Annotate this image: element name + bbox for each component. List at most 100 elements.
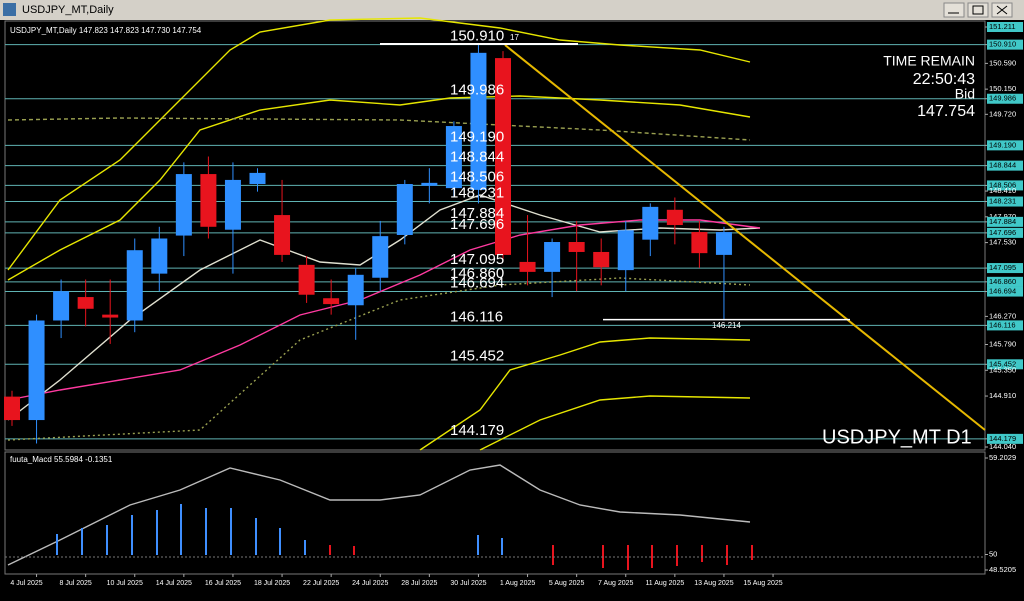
price-tick-label: 147.095 xyxy=(989,263,1016,272)
candle-body xyxy=(274,215,291,255)
candle-body xyxy=(691,232,708,254)
close-glyph xyxy=(996,5,1008,15)
price-tick-label: 146.860 xyxy=(989,277,1016,286)
price-tag xyxy=(987,180,1023,191)
price-tick-label: 144.910 xyxy=(989,391,1016,400)
macd-tick-label: 59.2029 xyxy=(989,453,1016,462)
date-label: 15 Aug 2025 xyxy=(743,580,782,587)
price-tick-label: 145.452 xyxy=(989,359,1016,368)
level-label: 146.860 xyxy=(450,265,504,282)
price-tag xyxy=(987,359,1023,370)
level-label: 147.884 xyxy=(450,205,504,222)
candle-body xyxy=(642,206,659,240)
candle-body xyxy=(4,396,20,421)
price-tick-label: 145.790 xyxy=(989,339,1016,348)
candle-body xyxy=(175,174,192,236)
price-tick-label: 146.270 xyxy=(989,311,1016,320)
macd-tick-label: 50 xyxy=(989,549,997,558)
price-tag xyxy=(987,216,1023,227)
maximize-button[interactable] xyxy=(967,2,989,18)
date-label: 24 Jul 2025 xyxy=(352,580,388,587)
candle-body xyxy=(421,182,438,186)
level-label: 148.506 xyxy=(450,168,504,185)
price-tag xyxy=(987,276,1023,287)
price-tick-label: 150.910 xyxy=(989,40,1016,49)
date-label: 18 Jul 2025 xyxy=(254,580,290,587)
price-tick-label: 144.179 xyxy=(989,434,1016,443)
candle-body xyxy=(519,261,536,272)
candle-body xyxy=(715,232,732,255)
candle-body xyxy=(593,251,610,268)
moving-average-white xyxy=(7,194,761,421)
window-title: USDJPY_MT,Daily xyxy=(22,4,114,16)
candle-body xyxy=(28,320,45,421)
level-label: 145.452 xyxy=(450,347,504,364)
price-tick-label: 150.150 xyxy=(989,84,1016,93)
price-tick-label: 147.696 xyxy=(989,228,1016,237)
price-tag xyxy=(987,227,1023,238)
level-label: 149.986 xyxy=(450,82,504,99)
title-bar xyxy=(0,0,1024,20)
price-tick-label: 151.211 xyxy=(989,22,1016,31)
price-tick-label: 149.720 xyxy=(989,109,1016,118)
candle-body xyxy=(495,58,511,255)
price-tag xyxy=(987,93,1023,104)
date-label: 7 Aug 2025 xyxy=(598,580,634,587)
date-label: 16 Jul 2025 xyxy=(205,580,241,587)
level-label: 147.095 xyxy=(450,251,504,268)
price-tag xyxy=(987,39,1023,50)
minimize-button[interactable] xyxy=(943,2,965,18)
candle-body xyxy=(249,172,266,185)
level-label: 148.844 xyxy=(450,149,504,166)
price-tick-label: 149.986 xyxy=(989,94,1016,103)
price-tag xyxy=(987,263,1023,274)
symbol-info: USDJPY_MT,Daily 147.823 147.823 147.730 … xyxy=(10,26,202,35)
candle-body xyxy=(53,291,70,321)
trend-line xyxy=(504,44,986,431)
price-tag xyxy=(987,320,1023,331)
date-label: 5 Aug 2025 xyxy=(549,580,585,587)
candle-body xyxy=(224,179,241,230)
app-icon xyxy=(3,3,16,16)
time-remain-label: TIME REMAIN xyxy=(883,53,975,69)
date-label: 10 Jul 2025 xyxy=(107,580,143,587)
macd-tick-label: 48.5205 xyxy=(989,565,1016,574)
price-tick-label: 150.590 xyxy=(989,58,1016,67)
level-label: 150.910 xyxy=(450,28,504,45)
level-label: 146.694 xyxy=(450,275,504,292)
price-tag xyxy=(987,140,1023,151)
price-tag xyxy=(987,286,1023,297)
macd-histogram xyxy=(56,504,753,570)
date-label: 28 Jul 2025 xyxy=(401,580,437,587)
candle-body xyxy=(151,238,168,274)
candle-body xyxy=(666,209,683,226)
date-label: 13 Aug 2025 xyxy=(694,580,733,587)
date-label: 14 Jul 2025 xyxy=(156,580,192,587)
level-label: 144.179 xyxy=(450,422,504,439)
level-label: 148.231 xyxy=(450,185,504,202)
candle-body xyxy=(347,274,364,306)
price-tag xyxy=(987,433,1023,444)
dashed-upper xyxy=(7,117,751,141)
band-outer-upper xyxy=(7,17,751,271)
price-tick-label: 148.506 xyxy=(989,180,1016,189)
low-marker-label: 146.214 xyxy=(712,321,741,330)
dotted-lower xyxy=(7,277,751,441)
candles xyxy=(4,44,732,444)
moving-average-pink xyxy=(7,219,761,401)
price-tick-label: 145.350 xyxy=(989,365,1016,374)
price-tick-label: 146.694 xyxy=(989,287,1016,296)
price-tag xyxy=(987,22,1023,32)
price-tick-label: 148.410 xyxy=(989,186,1016,195)
candle-body xyxy=(544,242,561,272)
price-tag xyxy=(987,160,1023,171)
candle-body xyxy=(102,314,119,318)
price-tag xyxy=(987,196,1023,207)
candle-body xyxy=(396,184,413,235)
candle-body xyxy=(200,174,217,227)
band-inner-upper xyxy=(7,95,751,281)
level-label: 146.116 xyxy=(450,308,503,325)
